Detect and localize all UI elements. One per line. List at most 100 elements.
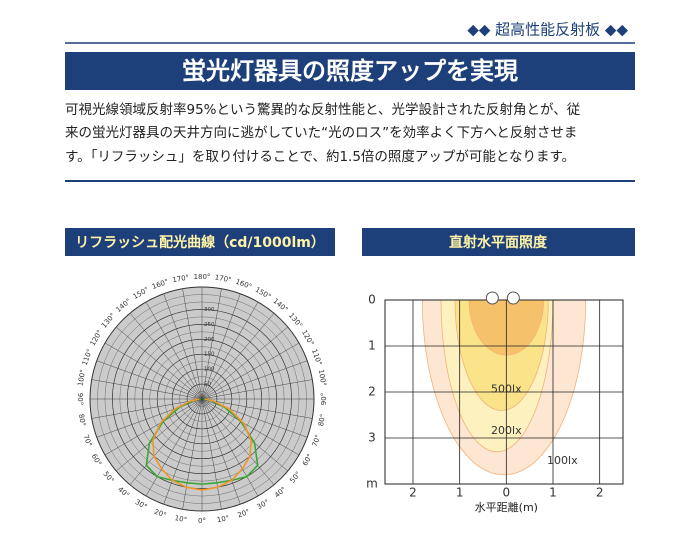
polar-grid-spoke [182,398,203,510]
polar-grid-spoke [201,313,275,400]
polar-grid-spoke [201,398,288,472]
angle-tick-label: 80° [317,413,327,427]
paragraph-line: 可視光線領域反射率95%という驚異的な反射性能と、光学設計された反射角とが、従 [65,101,581,118]
polar-grid-spoke [104,342,203,400]
angle-tick-label: 170° [172,273,190,284]
polar-grid-spoke [145,398,203,497]
polar-grid-spoke [201,326,288,400]
angle-tick-label: 0° [198,517,206,525]
distribution-curve [201,398,253,491]
polar-grid-spoke [163,293,203,400]
lamp [506,291,520,305]
r-tick-label: 200 [204,337,215,343]
polar-grid-spoke [201,398,275,485]
angle-tick-label: 120° [300,329,315,348]
angle-tick-label: 50° [288,470,302,485]
polar-grid-spoke [129,313,203,400]
angle-tick-label: 130° [287,312,304,330]
distribution-curve [151,398,203,491]
angle-tick-label: 90° [320,393,328,405]
lamp [485,291,499,305]
y-tick-label: 2 [368,385,376,399]
r-tick-label: 250 [204,322,215,328]
angle-tick-label: 110° [310,348,323,367]
x-tick-label: 2 [409,486,417,500]
angle-tick-label: 140° [271,297,289,314]
polar-grid-spoke [145,301,203,400]
angle-tick-label: 40° [273,485,288,499]
r-tick-label: 300 [204,307,215,313]
polar-grid-spoke [96,360,203,400]
polar-grid-spoke [201,360,308,400]
x-tick-label: 1 [549,486,557,500]
angle-tick-label: 30° [256,498,271,511]
polar-grid-spoke [163,398,203,505]
angle-tick-label: 160° [234,278,253,291]
polar-grid-spoke [201,398,241,505]
polar-grid-spoke [182,288,203,400]
polar-grid-spoke [129,398,203,485]
paragraph-line: す。「リフラッシュ」を取り付けることで、約1.5倍の照度アップが可能となります。 [65,149,575,165]
angle-tick-label: 20° [153,508,167,520]
angle-tick-label: 70° [81,434,93,448]
angle-tick-label: 50° [101,470,115,485]
x-axis-label: 水平距離(m) [475,500,538,514]
paragraph-line: 来の蛍光灯器具の天井方向に逃がしていた“光のロス”を効率よく下方へと反射させま [65,124,577,141]
polar-grid-spoke [201,398,222,510]
y-tick-label: 1 [368,339,376,353]
polar-grid-spoke [91,398,203,419]
angle-tick-label: 170° [214,273,232,284]
angle-tick-label: 150° [254,286,273,301]
angle-tick-label: 180° [194,273,211,281]
plot-frame [384,299,624,485]
angle-tick-label: 60° [301,453,314,468]
x-tick-label: 0 [503,486,511,500]
angle-tick-label: 10° [174,514,188,524]
angle-tick-label: 100° [317,369,328,387]
angle-tick-label: 40° [116,485,131,499]
polar-grid-spoke [201,398,259,497]
angle-tick-label: 120° [89,329,104,348]
banner-title: 蛍光灯器具の照度アップを実現 [182,57,518,85]
y-tick-label: 0 [368,293,376,307]
polar-grid-spoke [116,326,203,400]
polar-chart: 501001502002503000°10°10°20°20°30°30°40°… [76,273,328,525]
panel-heading [362,228,635,256]
panel-title: 直射水平面照度 [449,234,548,251]
angle-tick-label: 10° [216,514,230,524]
angle-tick-label: 60° [90,453,103,468]
panel-title: リフラッシュ配光曲線（cd/1000lm） [75,234,325,251]
angle-tick-label: 30° [134,498,149,511]
polar-grid-spoke [201,398,313,419]
angle-tick-label: 140° [115,297,133,314]
x-tick-label: 2 [596,486,604,500]
polar-grid-spoke [104,398,203,456]
polar-grid-spoke [201,301,259,400]
r-tick-label: 100 [204,367,215,373]
angle-tick-label: 80° [77,413,87,427]
angle-tick-label: 90° [76,393,84,405]
y-tick-label: m [366,477,378,491]
angle-tick-label: 160° [151,278,170,291]
r-tick-label: 50 [204,382,211,388]
angle-tick-label: 110° [81,348,94,367]
y-tick-label: 3 [368,431,376,445]
section-tag: ◆◆ 超高性能反射板 ◆◆ [467,21,628,39]
angle-tick-label: 150° [132,286,151,301]
polar-grid-spoke [201,379,313,400]
polar-grid-spoke [116,398,203,472]
angle-tick-label: 70° [311,434,323,448]
polar-grid-spoke [91,379,203,400]
polar-grid-spoke [201,398,300,456]
polar-grid-spoke [201,288,222,400]
polar-grid-spoke [201,293,241,400]
x-tick-label: 1 [456,486,464,500]
polar-grid-spoke [201,342,300,400]
angle-tick-label: 20° [237,508,251,520]
angle-tick-label: 100° [76,369,87,387]
r-tick-label: 150 [204,352,215,358]
panel-heading [65,228,335,256]
banner [65,52,635,90]
